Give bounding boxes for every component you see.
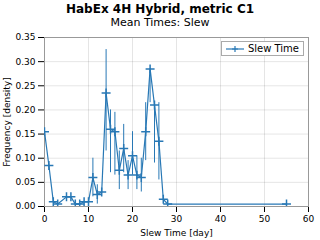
svg-text:0.00: 0.00: [15, 201, 35, 211]
svg-text:0.20: 0.20: [15, 105, 35, 115]
html-text:Mean Times: Slew: Mean Times: Slew: [110, 16, 210, 29]
html-text:HabEx 4H Hybrid, metric C1: HabEx 4H Hybrid, metric C1: [66, 2, 254, 16]
svg-text:Frequency [density]: Frequency [density]: [2, 77, 12, 166]
svg-text:0.05: 0.05: [15, 177, 35, 187]
svg-text:0.35: 0.35: [15, 32, 35, 42]
svg-text:0.25: 0.25: [15, 81, 35, 91]
svg-text:0.10: 0.10: [15, 153, 35, 163]
svg-text:40: 40: [215, 214, 227, 224]
html-text:Slew Time: Slew Time: [247, 43, 299, 54]
svg-text:10: 10: [83, 214, 95, 224]
svg-text:0.30: 0.30: [15, 57, 35, 67]
svg-text:60: 60: [303, 214, 315, 224]
svg-text:20: 20: [127, 214, 139, 224]
svg-text:0: 0: [42, 214, 48, 224]
svg-text:0.15: 0.15: [15, 129, 35, 139]
svg-text:Slew Time [day]: Slew Time [day]: [140, 228, 212, 238]
svg-text:30: 30: [171, 214, 183, 224]
svg-text:50: 50: [259, 214, 271, 224]
